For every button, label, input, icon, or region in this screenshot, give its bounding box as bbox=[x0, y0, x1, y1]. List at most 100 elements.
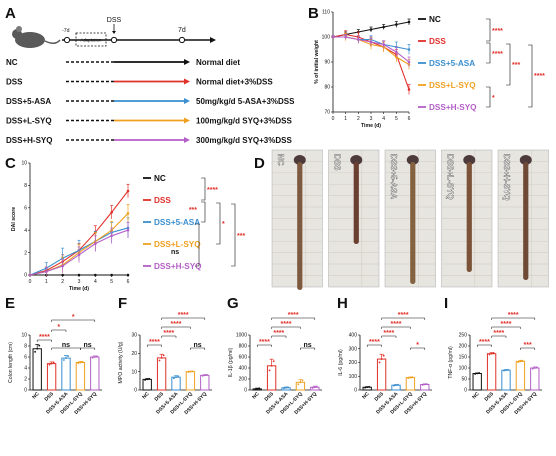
replicate-dot bbox=[146, 378, 149, 381]
panel-d-letter: D bbox=[254, 155, 265, 172]
sig-bracket bbox=[491, 335, 507, 338]
sig-label: ns bbox=[304, 342, 312, 349]
replicate-dot bbox=[411, 376, 414, 379]
y-tick-label: 800 bbox=[239, 344, 248, 350]
bar-dss-l-syq bbox=[515, 360, 526, 391]
sig-label: * bbox=[57, 324, 60, 331]
legend-label: DSS+L-SYQ bbox=[154, 240, 201, 249]
sig-label: *** bbox=[237, 233, 245, 240]
sig-label: **** bbox=[259, 339, 270, 346]
photo-label: DSS+H-SYQ bbox=[502, 154, 511, 200]
timeline-start-label: -7d bbox=[62, 28, 70, 34]
data-point bbox=[126, 273, 130, 277]
replicate-dot bbox=[517, 361, 520, 364]
replicate-dot bbox=[533, 367, 536, 369]
cecum-shape bbox=[293, 155, 306, 165]
colon-tissue bbox=[353, 162, 359, 244]
cecum-shape bbox=[519, 155, 532, 165]
sig-label: **** bbox=[501, 321, 512, 328]
row-group-label: NC bbox=[6, 58, 18, 67]
sig-bracket bbox=[381, 317, 426, 320]
row-group-label: DSS+5-ASA bbox=[6, 97, 51, 106]
y-tick-label: 400 bbox=[349, 333, 358, 339]
sig-label: **** bbox=[207, 187, 218, 194]
replicate-dot bbox=[507, 368, 509, 371]
y-tick-label: 100 bbox=[349, 374, 358, 380]
sig-label: **** bbox=[534, 73, 545, 80]
bar-nc bbox=[142, 378, 152, 391]
bar-dss bbox=[376, 358, 387, 391]
y-tick-label: 30 bbox=[131, 333, 137, 339]
replicate-dot bbox=[425, 383, 428, 385]
sig-label: * bbox=[492, 95, 495, 102]
panel-d: D NC DSS DSS+5-ASA DSS+L-SYQ DSS+H-SYQ bbox=[254, 149, 549, 290]
data-point bbox=[369, 40, 373, 44]
replicate-dot bbox=[364, 386, 367, 389]
svg-text:E: E bbox=[5, 295, 15, 312]
sig-bracket bbox=[161, 326, 191, 329]
svg-text:B: B bbox=[308, 5, 319, 22]
y-tick-label: 0 bbox=[134, 388, 137, 394]
legend-label: DSS+L-SYQ bbox=[429, 81, 476, 90]
replicate-dot bbox=[160, 357, 163, 359]
x-tick-label: DSS bbox=[484, 391, 496, 403]
sig-bracket bbox=[80, 347, 96, 350]
y-tick-label: 10 bbox=[21, 161, 27, 167]
sig-bracket bbox=[271, 317, 316, 320]
data-point bbox=[126, 189, 130, 193]
svg-text:H: H bbox=[337, 295, 348, 312]
sig-bracket bbox=[528, 44, 533, 108]
y-tick-label: 90 bbox=[324, 60, 330, 66]
y-tick-label: 0 bbox=[244, 388, 247, 394]
data-point bbox=[28, 273, 32, 277]
replicate-dot bbox=[36, 347, 39, 350]
y-tick-label: 200 bbox=[459, 344, 468, 350]
replicate-dot bbox=[535, 366, 538, 369]
replicate-dot bbox=[187, 371, 190, 373]
y-tick-label: 600 bbox=[239, 355, 248, 361]
sig-label: **** bbox=[383, 330, 394, 337]
replicate-dot bbox=[393, 384, 395, 387]
row-arrowhead bbox=[184, 98, 190, 104]
x-tick-label: 0 bbox=[332, 116, 335, 122]
x-tick-label: 2 bbox=[357, 116, 360, 122]
x-tick-label: 4 bbox=[382, 116, 385, 122]
panel-c: C 0 2 4 6 8 10 0 1 2 3 4 5 6 Time (d) DAI score NC DSS DS… bbox=[5, 155, 245, 292]
y-tick-label: 200 bbox=[239, 377, 248, 383]
x-tick-label: DSS bbox=[374, 391, 386, 403]
sig-bracket bbox=[51, 319, 96, 322]
sig-label: **** bbox=[163, 330, 174, 337]
colon-tissue bbox=[297, 162, 303, 290]
svg-text:C: C bbox=[5, 155, 16, 172]
data-point bbox=[395, 50, 398, 54]
legend-label: DSS bbox=[429, 37, 446, 46]
y-tick-label: 6 bbox=[24, 355, 27, 361]
sig-bracket bbox=[190, 347, 206, 350]
photo-label: DSS bbox=[333, 154, 342, 171]
y-tick-label: 8 bbox=[24, 183, 27, 189]
sig-label: **** bbox=[171, 321, 182, 328]
legend-label: DSS+H-SYQ bbox=[154, 262, 202, 271]
bar-dss-l-syq bbox=[405, 377, 416, 391]
y-tick-label: 70 bbox=[324, 110, 330, 116]
data-point bbox=[126, 212, 130, 215]
data-point bbox=[344, 35, 347, 39]
replicate-dot bbox=[297, 383, 300, 386]
y-tick-label: 150 bbox=[459, 355, 468, 361]
replicate-dot bbox=[423, 383, 426, 386]
replicate-dot bbox=[34, 350, 37, 353]
colon-tissue bbox=[466, 162, 472, 272]
replicate-dot bbox=[521, 359, 524, 362]
y-tick-label: 50 bbox=[461, 377, 467, 383]
bar-dss-5-asa bbox=[171, 376, 181, 391]
data-point bbox=[110, 273, 113, 277]
replicate-dot bbox=[299, 381, 302, 384]
sig-bracket bbox=[491, 317, 536, 320]
sig-label: **** bbox=[493, 330, 504, 337]
y-tick-label: 4 bbox=[24, 366, 27, 372]
data-point bbox=[382, 43, 385, 46]
data-point bbox=[331, 35, 335, 39]
replicate-dot bbox=[144, 379, 147, 381]
data-point bbox=[407, 88, 411, 91]
